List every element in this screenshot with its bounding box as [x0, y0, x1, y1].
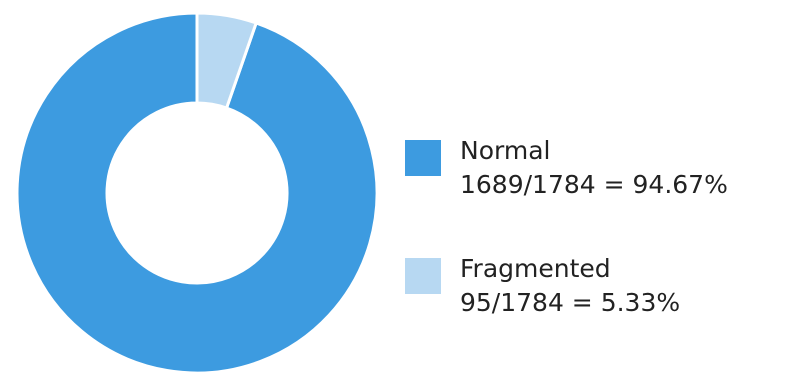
legend-value-fragmented: 95/1784 = 5.33%: [460, 288, 681, 317]
legend-swatch-normal: [405, 140, 441, 176]
donut-slices: [15, 11, 379, 373]
legend-label-normal: Normal: [460, 136, 551, 165]
donut-slice-normal: [15, 11, 379, 373]
donut-slice-fragmented: [195, 11, 259, 110]
legend-value-normal: 1689/1784 = 94.67%: [460, 170, 728, 199]
legend-label-fragmented: Fragmented: [460, 254, 611, 283]
legend-swatch-fragmented: [405, 258, 441, 294]
